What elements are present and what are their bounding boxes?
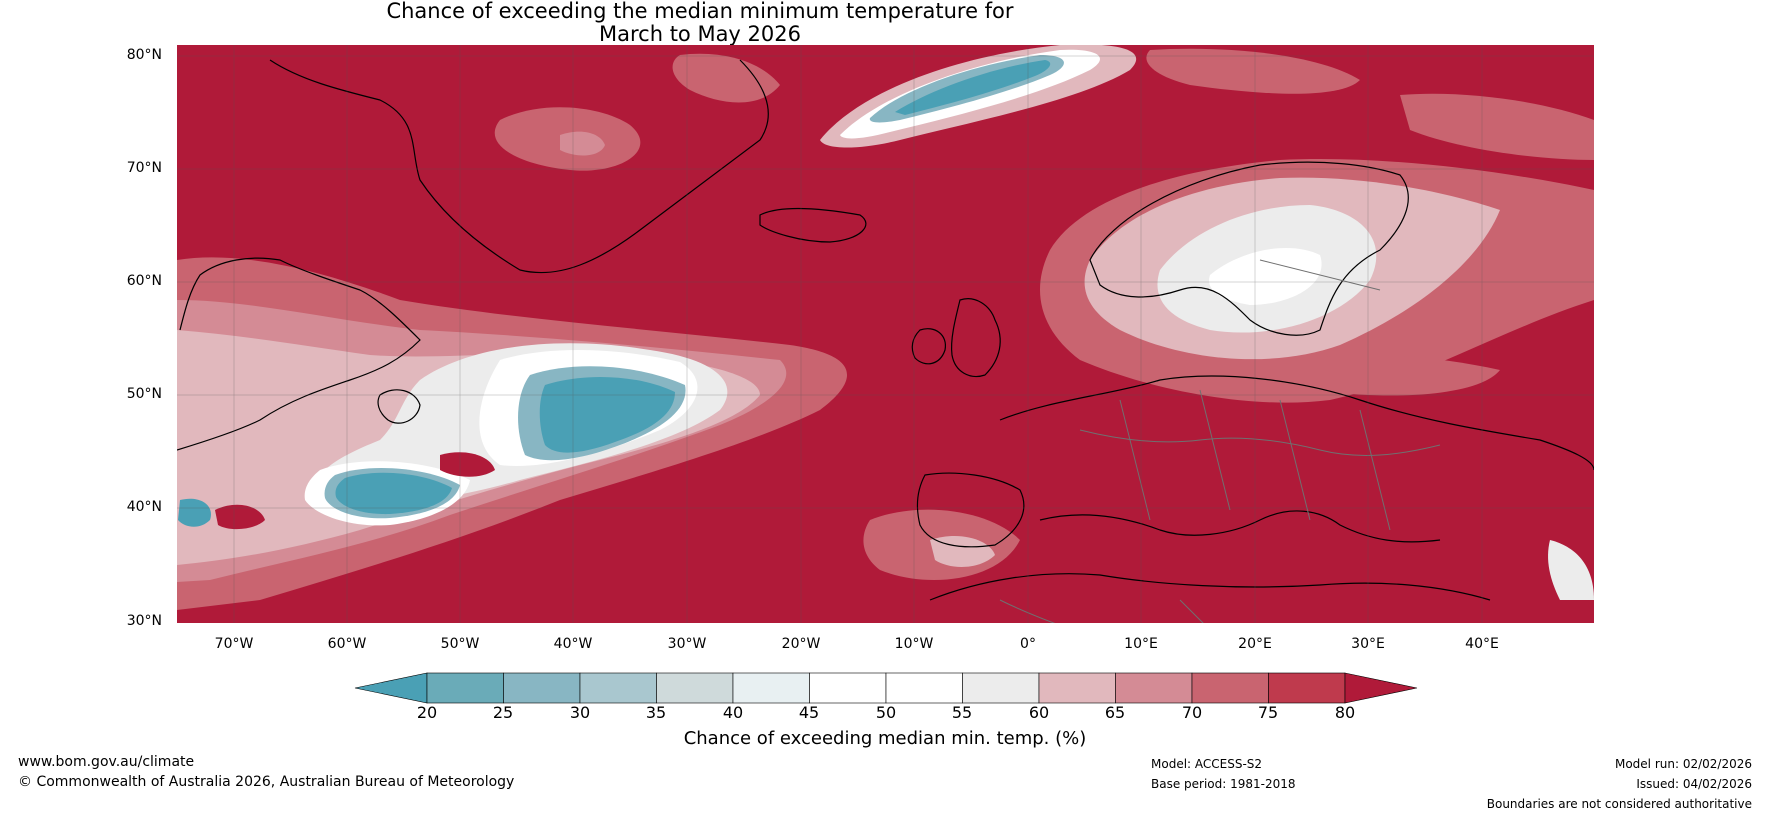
- country-border: [1259, 259, 1381, 291]
- contour-patch: [1300, 354, 1500, 396]
- coastlines: [177, 59, 1594, 601]
- colorbar-segment: [656, 672, 734, 704]
- latitude-label: 60°N: [126, 273, 162, 289]
- website-link[interactable]: www.bom.gov.au/climate: [18, 754, 195, 770]
- colorbar-segment: [1191, 672, 1269, 704]
- coastline-newfoundland: [377, 389, 421, 424]
- coastline-north-america: [177, 257, 421, 451]
- coastline-north-africa: [929, 573, 1491, 601]
- colorbar-label: Chance of exceeding median min. temp. (%…: [683, 728, 1087, 749]
- contour-patch: [440, 452, 495, 477]
- country-border: [1359, 409, 1391, 531]
- latitude-label: 30°N: [126, 613, 162, 629]
- country-borders: [999, 259, 1441, 623]
- model-text: Model: ACCESS-S2: [1151, 757, 1263, 771]
- country-border: [1179, 599, 1204, 623]
- coastline-iceland: [759, 207, 867, 243]
- colorbar-tick-label: 35: [645, 703, 667, 722]
- colorbar-segment: [732, 672, 810, 704]
- colorbar-tick-label: 55: [951, 703, 973, 722]
- issued-text: Issued: 04/02/2026: [1636, 777, 1752, 791]
- latitude-label: 80°N: [126, 47, 162, 63]
- longitude-label: 20°E: [1238, 636, 1272, 652]
- longitude-label: 0°: [1020, 636, 1036, 652]
- contour-patch: [1400, 93, 1594, 160]
- longitude-label: 40°W: [553, 636, 593, 652]
- longitude-label: 10°W: [894, 636, 934, 652]
- coastline-uk: [950, 298, 1001, 377]
- contour-patch: [1146, 48, 1360, 94]
- contour-patch: [335, 472, 452, 515]
- country-border: [1279, 399, 1311, 521]
- colorbar-segment: [1268, 672, 1346, 704]
- colorbar-tick-label: 65: [1104, 703, 1126, 722]
- country-border: [1119, 399, 1151, 521]
- colorbar-tick-label: 60: [1028, 703, 1050, 722]
- colorbar-tick-label: 20: [416, 703, 438, 722]
- colorbar-tick-label: 40: [722, 703, 744, 722]
- longitude-label: 30°W: [667, 636, 707, 652]
- colorbar-segment: [1115, 672, 1193, 704]
- longitude-label: 30°E: [1351, 636, 1385, 652]
- contour-patch: [672, 53, 780, 103]
- contour-patch: [215, 504, 265, 530]
- colorbar-segment: [579, 672, 657, 704]
- contour-patch: [1209, 247, 1322, 305]
- graticule: [177, 45, 1594, 623]
- colorbar-tick-label: 45: [798, 703, 820, 722]
- title-line-1: Chance of exceeding the median minimum t…: [386, 0, 1014, 23]
- longitude-label: 20°W: [781, 636, 821, 652]
- disclaimer-text: Boundaries are not considered authoritat…: [1486, 797, 1752, 811]
- colorbar-tick-label: 30: [569, 703, 591, 722]
- colorbar: [354, 672, 1418, 704]
- contour-patch: [895, 60, 1051, 115]
- contour-patch: [178, 498, 211, 527]
- colorbar-tick-label: 50: [875, 703, 897, 722]
- colorbar-tick-label: 80: [1334, 703, 1356, 722]
- colorbar-extend-low: [354, 672, 428, 704]
- probability-map: [177, 45, 1594, 623]
- contour-patch: [1548, 540, 1594, 600]
- longitude-label: 10°E: [1124, 636, 1158, 652]
- colorbar-segment: [503, 672, 581, 704]
- map-title: Chance of exceeding the median minimum t…: [0, 0, 1400, 46]
- colorbar-segment: [962, 672, 1040, 704]
- model-run-text: Model run: 02/02/2026: [1614, 757, 1752, 771]
- colorbar-tick-label: 70: [1181, 703, 1203, 722]
- longitude-label: 70°W: [214, 636, 254, 652]
- country-border: [1079, 429, 1441, 456]
- coastline-greenland: [269, 59, 769, 274]
- latitude-label: 70°N: [126, 160, 162, 176]
- contour-patch: [560, 131, 605, 156]
- country-border: [999, 599, 1056, 623]
- copyright-text: © Commonwealth of Australia 2026, Austra…: [18, 774, 515, 790]
- longitude-label: 60°W: [327, 636, 367, 652]
- latitude-label: 40°N: [126, 499, 162, 515]
- colorbar-segment: [885, 672, 963, 704]
- coastline-ireland: [911, 328, 947, 365]
- coastline-iberia: [916, 472, 1025, 548]
- colorbar-tick-label: 75: [1257, 703, 1279, 722]
- coastline-scandinavia: [1089, 161, 1409, 336]
- longitude-label: 40°E: [1465, 636, 1499, 652]
- colorbar-segment: [809, 672, 887, 704]
- coastline-europe: [999, 375, 1594, 471]
- latitude-label: 50°N: [126, 386, 162, 402]
- base-period-text: Base period: 1981-2018: [1151, 777, 1296, 791]
- title-line-2: March to May 2026: [599, 22, 801, 46]
- coastline-mediterranean: [1039, 510, 1441, 543]
- colorbar-segment: [426, 672, 504, 704]
- contour-patch: [539, 376, 675, 453]
- colorbar-tick-label: 25: [492, 703, 514, 722]
- longitude-label: 50°W: [440, 636, 480, 652]
- colorbar-extend-high: [1344, 672, 1418, 704]
- country-border: [1199, 389, 1231, 511]
- colorbar-segment: [1038, 672, 1116, 704]
